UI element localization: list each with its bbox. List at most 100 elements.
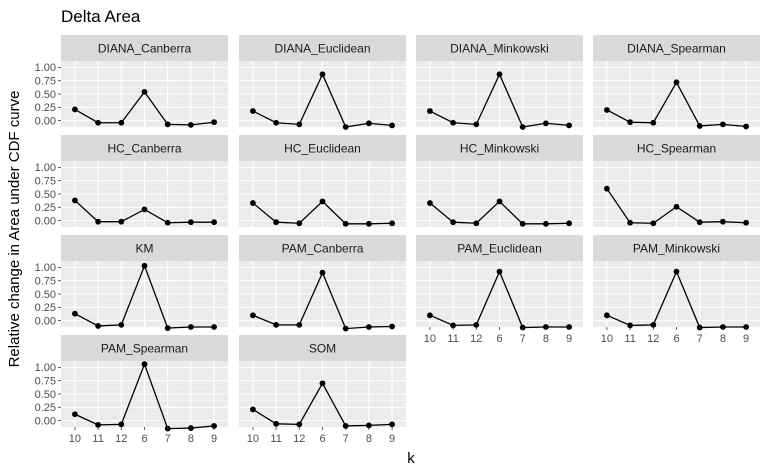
y-tick-label: 1.00 [35,62,56,74]
data-point [118,421,125,428]
data-point [365,220,372,227]
facet-strip [61,335,228,361]
data-point [273,119,280,126]
data-point [650,321,657,328]
data-point [696,123,703,129]
data-point [342,220,349,227]
data-point [342,325,349,332]
facet-strip [61,235,228,261]
facet-strip-label: HC_Euclidean [284,142,361,156]
data-point [604,107,610,113]
data-point [211,219,217,226]
y-axis-title: Relative change in Area under CDF curve [6,91,23,368]
data-point [566,220,572,227]
data-point [473,220,480,227]
facet-panel: DIANA_Spearman [593,35,760,130]
data-point [604,185,610,192]
facet-strip-label: HC_Spearman [637,142,716,156]
facet-strip-label: DIANA_Spearman [627,42,726,56]
data-point [743,123,749,130]
x-tick-label: 8 [543,333,549,345]
data-point [496,198,503,205]
data-point [141,206,148,213]
x-tick-label: 7 [165,433,171,445]
data-point [187,121,194,128]
facet-strip-label: KM [136,242,154,256]
data-point [187,324,194,330]
data-point [319,71,326,78]
data-point [627,322,634,329]
facet-strip-label: HC_Canberra [107,142,181,156]
data-point [187,219,194,226]
y-tick-label: 0.50 [35,389,56,401]
data-point [211,119,217,126]
data-point [118,321,125,328]
data-point [141,361,148,368]
x-tick-label: 11 [92,433,103,445]
y-tick-label: 0.00 [35,415,56,427]
y-tick-label: 1.00 [35,362,56,374]
x-tick-label: 8 [366,433,372,445]
data-point [250,200,256,206]
data-point [389,220,395,227]
facet-strip-label: HC_Minkowski [460,142,539,156]
facet-strip [239,335,406,361]
data-point [389,421,395,428]
y-tick-label: 0.25 [35,302,56,314]
y-tick-label: 0.00 [35,115,56,127]
x-tick-label: 10 [69,433,81,445]
x-tick-label: 7 [520,333,526,345]
data-point [319,198,326,205]
data-point [627,219,634,226]
x-tick-label: 8 [188,433,194,445]
data-point [604,312,610,319]
data-point [95,421,102,428]
x-tick-label: 11 [270,433,281,445]
data-point [141,262,148,269]
facet-strip-label: SOM [309,342,336,356]
facet-strip [593,35,760,61]
y-tick-label: 1.00 [35,162,56,174]
data-point [296,220,303,227]
data-point [650,119,657,126]
data-point [250,406,256,413]
y-tick-label: 0.25 [35,402,56,414]
data-point [273,420,280,427]
facet-strip-label: DIANA_Euclidean [274,42,370,56]
data-point [696,219,703,226]
facet-panel: SOM 10 11 12 6 7 8 9 [239,335,406,445]
facet-strip-label: PAM_Minkowski [633,242,720,256]
data-point [719,218,726,225]
data-point [389,323,395,330]
facet-strip [593,135,760,161]
data-point [296,121,303,128]
facet-strip-label: DIANA_Canberra [98,42,192,56]
facet-panel: HC_Euclidean [239,135,406,227]
facet-panel: PAM_Canberra [239,235,406,332]
y-tick-label: 0.50 [35,289,56,301]
data-point [473,321,480,328]
data-point [627,119,634,126]
data-point [164,219,171,226]
facet-strip [61,135,228,161]
x-tick-label: 7 [697,333,703,345]
y-tick-label: 0.00 [35,215,56,227]
data-point [673,79,680,86]
data-point [365,422,372,429]
data-point [72,197,78,204]
y-tick-label: 0.50 [35,189,56,201]
data-point [250,312,256,319]
y-tick-label: 0.25 [35,102,56,114]
data-point [250,108,256,114]
y-tick-label: 0.75 [35,175,56,187]
data-point [342,124,349,130]
x-tick-label: 12 [647,333,659,345]
facet-panel: DIANA_Euclidean [239,35,406,130]
data-point [719,121,726,128]
data-point [296,321,303,328]
x-tick-label: 9 [389,433,395,445]
x-tick-label: 7 [343,433,349,445]
facet-strip [61,35,228,61]
x-tick-label: 12 [293,433,305,445]
data-point [95,218,102,225]
